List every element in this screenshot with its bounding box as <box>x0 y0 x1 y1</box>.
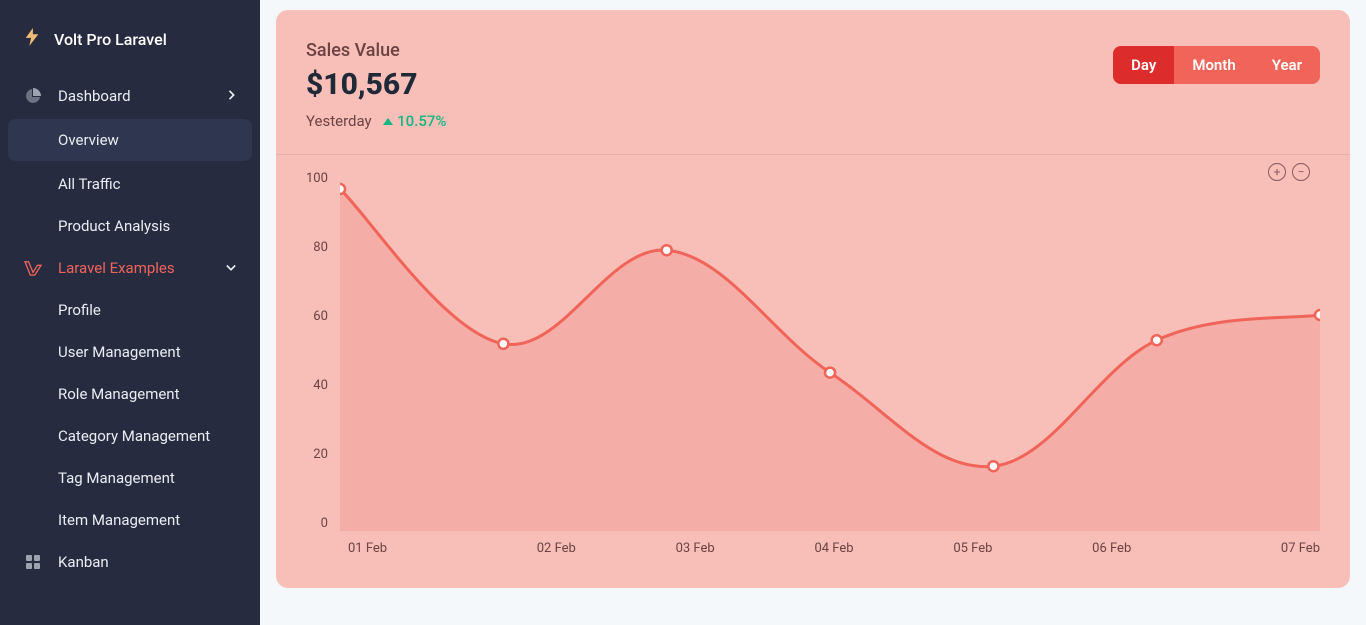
x-axis: 01 Feb 02 Feb 03 Feb 04 Feb 05 Feb 06 Fe… <box>306 531 1320 556</box>
chevron-down-icon <box>226 261 236 275</box>
toggle-year[interactable]: Year <box>1254 46 1320 84</box>
sidebar-item-label: Kanban <box>58 553 109 571</box>
toggle-month[interactable]: Month <box>1174 46 1253 84</box>
sidebar-item-dashboard[interactable]: Dashboard <box>0 75 260 117</box>
card-value: $10,567 <box>306 67 446 102</box>
sidebar-item-kanban[interactable]: Kanban <box>0 541 260 583</box>
sidebar-item-label: Laravel Examples <box>58 259 175 277</box>
chevron-right-icon <box>228 89 236 103</box>
bolt-icon <box>24 28 40 51</box>
sales-card: Sales Value $10,567 Yesterday 10.57% Day… <box>276 10 1350 588</box>
sidebar-item-role-management[interactable]: Role Management <box>0 373 260 415</box>
laravel-icon <box>24 260 42 276</box>
change-percent: 10.57% <box>383 112 446 130</box>
toggle-day[interactable]: Day <box>1113 46 1174 84</box>
sidebar-item-laravel-examples[interactable]: Laravel Examples <box>0 247 260 289</box>
sidebar: Volt Pro Laravel Dashboard Overview All … <box>0 0 260 625</box>
grid-icon <box>24 555 42 569</box>
sidebar-item-tag-management[interactable]: Tag Management <box>0 457 260 499</box>
sidebar-item-label: Dashboard <box>58 87 131 105</box>
line-chart <box>340 171 1320 531</box>
sidebar-item-all-traffic[interactable]: All Traffic <box>0 163 260 205</box>
sidebar-item-user-management[interactable]: User Management <box>0 331 260 373</box>
sidebar-item-category-management[interactable]: Category Management <box>0 415 260 457</box>
main-content: Sales Value $10,567 Yesterday 10.57% Day… <box>260 0 1366 625</box>
sidebar-item-overview[interactable]: Overview <box>8 119 252 161</box>
time-range-toggle: Day Month Year <box>1113 46 1320 84</box>
card-subtext: Yesterday 10.57% <box>306 112 446 130</box>
chart-area: + − 100 80 60 40 20 0 01 Feb 02 Feb <box>276 155 1350 568</box>
pie-chart-icon <box>24 88 42 104</box>
brand[interactable]: Volt Pro Laravel <box>0 28 260 75</box>
sub-label: Yesterday <box>306 112 372 130</box>
sidebar-item-profile[interactable]: Profile <box>0 289 260 331</box>
brand-name: Volt Pro Laravel <box>54 30 167 49</box>
chart-plot <box>340 171 1320 531</box>
sidebar-item-item-management[interactable]: Item Management <box>0 499 260 541</box>
card-title: Sales Value <box>306 40 446 61</box>
sidebar-item-product-analysis[interactable]: Product Analysis <box>0 205 260 247</box>
card-header: Sales Value $10,567 Yesterday 10.57% Day… <box>276 40 1350 155</box>
y-axis: 100 80 60 40 20 0 <box>306 171 340 531</box>
